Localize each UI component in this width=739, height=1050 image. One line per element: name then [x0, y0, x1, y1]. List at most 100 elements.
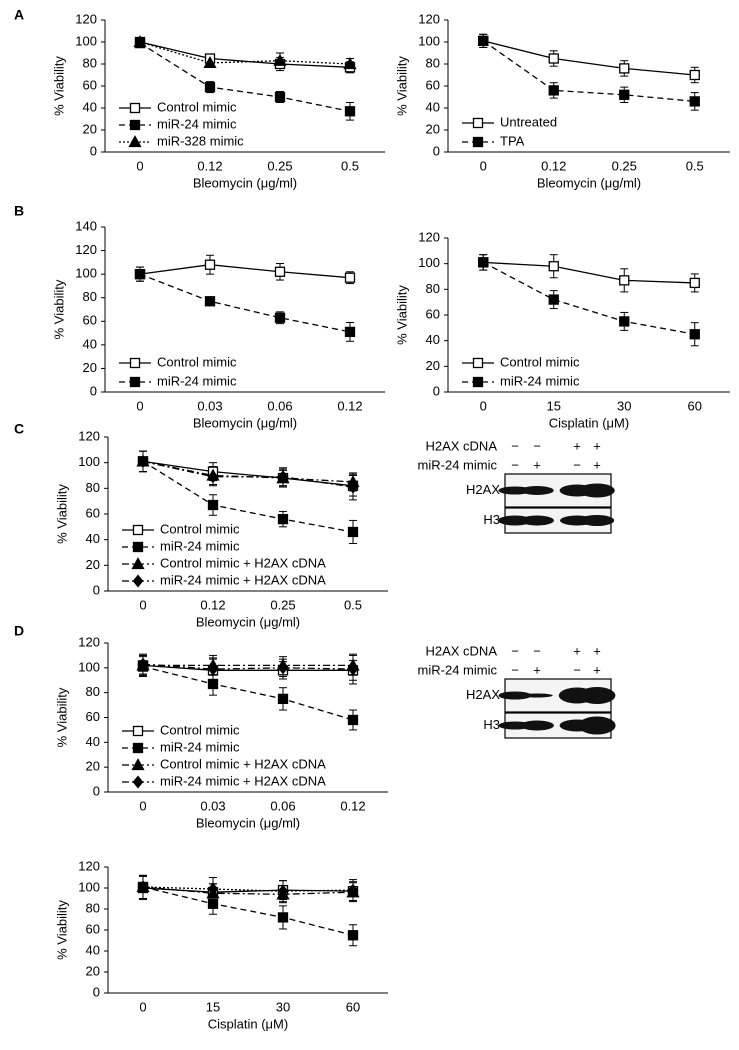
- y-tick-label: 0: [93, 984, 100, 999]
- blot-band: [520, 515, 554, 526]
- blot-band: [520, 486, 554, 495]
- marker: [132, 524, 144, 536]
- blot-sign: +: [593, 457, 601, 472]
- marker: [689, 96, 700, 107]
- band-label: H2AX: [466, 482, 500, 497]
- y-tick-label: 100: [75, 266, 97, 281]
- x-tick-label: 60: [346, 999, 360, 1014]
- marker: [347, 930, 359, 941]
- x-tick-label: 0.5: [344, 597, 362, 612]
- marker: [347, 662, 359, 676]
- marker: [277, 661, 289, 675]
- marker: [478, 257, 489, 268]
- blot-sign: +: [533, 457, 541, 472]
- x-tick-label: 60: [688, 398, 702, 413]
- x-tick-label: 30: [617, 398, 631, 413]
- marker: [347, 526, 359, 538]
- series-line: [142, 664, 353, 671]
- x-tick-label: 0.12: [541, 158, 566, 173]
- marker: [129, 119, 141, 131]
- marker: [277, 693, 289, 705]
- series-line: [139, 41, 351, 68]
- marker: [128, 135, 142, 148]
- y-tick-label: 60: [86, 709, 100, 724]
- y-tick-label: 40: [86, 942, 100, 957]
- series-line: [142, 886, 354, 936]
- blot-row-label: H2AX cDNA: [425, 643, 497, 658]
- y-tick-label: 80: [426, 281, 440, 296]
- y-tick-label: 0: [433, 143, 440, 158]
- blot-sign: −: [511, 457, 519, 472]
- y-tick-label: 80: [83, 289, 97, 304]
- panel-label: A: [14, 7, 24, 23]
- marker: [131, 758, 145, 771]
- y-tick-label: 0: [93, 582, 100, 597]
- y-tick-label: 100: [78, 454, 100, 469]
- y-tick-label: 120: [78, 858, 100, 873]
- legend-label: Control mimic: [157, 354, 237, 369]
- blot-band: [579, 515, 615, 526]
- marker: [472, 136, 484, 148]
- y-axis-title: % Viability: [54, 900, 69, 960]
- legend-label: Control mimic + H2AX cDNA: [160, 756, 326, 771]
- y-tick-label: 20: [426, 121, 440, 136]
- series-line: [142, 663, 354, 670]
- marker: [131, 557, 145, 570]
- marker: [133, 35, 147, 48]
- y-axis-title: % Viability: [54, 484, 69, 544]
- band-label: H3: [483, 717, 500, 732]
- y-tick-label: 40: [86, 531, 100, 546]
- blot-sign: −: [573, 662, 581, 677]
- y-axis-title: % Viability: [51, 279, 66, 339]
- blot-sign: +: [593, 662, 601, 677]
- x-axis-title: Bleomycin (μg/ml): [196, 815, 300, 830]
- y-tick-label: 20: [83, 360, 97, 375]
- marker: [347, 480, 359, 494]
- marker: [274, 91, 286, 103]
- marker: [619, 63, 630, 74]
- marker: [203, 56, 217, 69]
- x-axis-title: Cisplatin (μM): [549, 415, 629, 430]
- panel-label: B: [14, 203, 24, 219]
- blot-sign: +: [593, 643, 601, 658]
- y-tick-label: 40: [83, 336, 97, 351]
- legend-label: miR-328 mimic: [157, 133, 244, 148]
- marker: [137, 657, 149, 671]
- legend-label: Control mimic: [160, 722, 240, 737]
- series-line: [139, 42, 351, 112]
- band-label: H2AX: [466, 687, 500, 702]
- marker: [277, 513, 289, 525]
- legend-label: miR-24 mimic: [160, 538, 240, 553]
- x-tick-label: 0.25: [270, 597, 295, 612]
- marker: [277, 912, 289, 923]
- blot-band: [578, 716, 616, 735]
- series-line: [483, 261, 695, 284]
- marker: [548, 261, 559, 272]
- legend-label: Untreated: [500, 114, 557, 129]
- x-tick-label: 0: [139, 597, 146, 612]
- series-line: [142, 665, 354, 721]
- marker: [207, 882, 219, 896]
- marker: [274, 312, 286, 323]
- y-tick-label: 20: [86, 557, 100, 572]
- legend-label: miR-24 mimic: [160, 739, 240, 754]
- legend-label: Control mimic: [500, 354, 580, 369]
- blot-row-label: miR-24 mimic: [418, 457, 498, 472]
- y-tick-label: 100: [418, 255, 440, 270]
- x-tick-label: 0: [136, 158, 143, 173]
- series-line: [142, 886, 354, 892]
- marker: [132, 541, 144, 553]
- legend-label: miR-24 mimic + H2AX cDNA: [160, 773, 326, 788]
- y-tick-label: 60: [83, 313, 97, 328]
- marker: [129, 376, 141, 388]
- marker: [204, 81, 216, 93]
- y-tick-label: 120: [418, 11, 440, 26]
- series-line: [139, 264, 351, 279]
- y-tick-label: 20: [83, 121, 97, 136]
- legend-label: Control mimic: [157, 99, 237, 114]
- x-tick-label: 0: [139, 999, 146, 1014]
- x-tick-label: 0: [136, 398, 143, 413]
- series-line: [142, 460, 354, 533]
- y-tick-label: 0: [90, 143, 97, 158]
